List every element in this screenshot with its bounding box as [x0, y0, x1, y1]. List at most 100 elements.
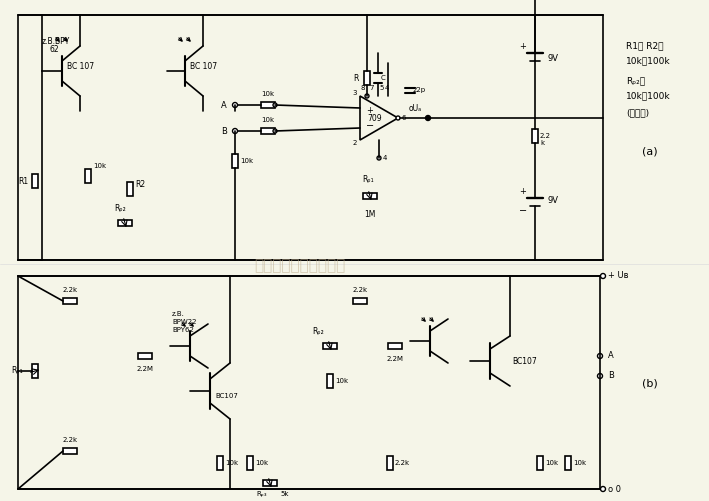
Text: (暗～亮): (暗～亮)	[626, 109, 649, 118]
Text: A: A	[221, 101, 227, 110]
Bar	[63, 448, 77, 454]
Text: 2: 2	[353, 140, 357, 146]
Circle shape	[365, 94, 369, 98]
Text: BC 107: BC 107	[67, 62, 94, 71]
Text: 10k: 10k	[225, 460, 238, 466]
Bar	[353, 298, 367, 304]
Text: BC 107: BC 107	[190, 62, 217, 71]
Text: B: B	[608, 372, 614, 380]
Circle shape	[598, 374, 603, 378]
Bar	[388, 343, 402, 349]
Text: 8: 8	[361, 85, 365, 91]
Bar	[217, 456, 223, 470]
Text: z.B.BPY: z.B.BPY	[42, 37, 70, 46]
Text: 1M: 1M	[364, 210, 376, 219]
Text: oUₐ: oUₐ	[408, 104, 422, 113]
Text: +: +	[520, 42, 527, 51]
Bar	[387, 456, 393, 470]
Circle shape	[601, 486, 605, 491]
Text: 4: 4	[385, 85, 389, 91]
Text: 5: 5	[380, 85, 384, 91]
Text: 2.2M: 2.2M	[386, 356, 403, 362]
Text: +: +	[367, 106, 374, 115]
Bar	[537, 456, 543, 470]
Text: −: −	[519, 206, 527, 216]
Text: 杭州将督科技有限公司: 杭州将督科技有限公司	[255, 259, 345, 274]
Text: B: B	[221, 126, 227, 135]
Text: 4: 4	[383, 155, 387, 161]
Bar	[323, 343, 337, 349]
Text: z.B.: z.B.	[172, 311, 185, 317]
Text: 2.2k: 2.2k	[62, 437, 77, 443]
Text: 22p: 22p	[413, 87, 426, 93]
Text: Rₚ₂：: Rₚ₂：	[626, 77, 645, 86]
Bar	[263, 480, 277, 486]
Text: BC107: BC107	[512, 357, 537, 366]
Text: k: k	[540, 140, 544, 146]
Text: BC107: BC107	[215, 393, 238, 399]
Text: 10k～100k: 10k～100k	[626, 92, 671, 101]
Text: A: A	[608, 352, 614, 361]
Text: (a): (a)	[642, 146, 658, 156]
Text: 10k～100k: 10k～100k	[626, 57, 671, 66]
Text: Rₚ₃: Rₚ₃	[257, 491, 267, 497]
Text: 10k: 10k	[240, 158, 253, 164]
Text: Rₚ₂: Rₚ₂	[312, 327, 324, 336]
Bar	[85, 169, 91, 183]
Circle shape	[396, 116, 400, 120]
Bar	[327, 374, 333, 388]
Bar	[232, 154, 238, 168]
Text: 62: 62	[50, 45, 60, 54]
Circle shape	[425, 116, 430, 121]
Circle shape	[273, 129, 277, 133]
Text: 5k: 5k	[280, 491, 289, 497]
Text: BPY62: BPY62	[172, 327, 194, 333]
Circle shape	[598, 354, 603, 359]
Text: 709: 709	[368, 114, 382, 123]
Bar	[364, 71, 370, 85]
Text: +: +	[520, 187, 527, 196]
Text: 10k: 10k	[262, 91, 274, 97]
Text: 2.2k: 2.2k	[62, 287, 77, 293]
Text: 7: 7	[370, 85, 374, 91]
Bar	[138, 353, 152, 359]
Text: Rₚ₂: Rₚ₂	[114, 204, 126, 213]
Text: Rₚ₁: Rₚ₁	[11, 367, 23, 376]
Circle shape	[601, 274, 605, 279]
Text: BPW22: BPW22	[172, 319, 196, 325]
Text: 2.2M: 2.2M	[137, 366, 154, 372]
Circle shape	[377, 156, 381, 160]
Bar	[32, 174, 38, 188]
Text: o 0: o 0	[608, 484, 621, 493]
Bar	[363, 193, 377, 199]
Text: R1: R1	[18, 176, 28, 185]
Text: C: C	[381, 75, 386, 81]
Text: + Uʙ: + Uʙ	[608, 272, 628, 281]
Text: 10k: 10k	[93, 163, 106, 169]
Text: 6: 6	[401, 115, 406, 121]
Bar	[532, 129, 538, 143]
Text: Rₚ₁: Rₚ₁	[362, 175, 374, 184]
Text: R2: R2	[135, 179, 145, 188]
Text: 2.2k: 2.2k	[352, 287, 367, 293]
Text: 10k: 10k	[545, 460, 558, 466]
Bar	[118, 220, 132, 226]
Circle shape	[233, 128, 238, 133]
Text: 2.2: 2.2	[540, 133, 551, 139]
Text: 10k: 10k	[255, 460, 268, 466]
Bar	[127, 182, 133, 196]
Bar	[261, 128, 275, 134]
Circle shape	[233, 103, 238, 108]
Text: −: −	[366, 121, 374, 131]
Text: R1； R2；: R1； R2；	[626, 42, 664, 51]
Text: 2.2k: 2.2k	[395, 460, 410, 466]
Bar	[63, 298, 77, 304]
Bar	[261, 102, 275, 108]
Text: R: R	[354, 74, 359, 83]
Text: 9V: 9V	[547, 54, 558, 63]
Circle shape	[273, 103, 277, 107]
Text: 9V: 9V	[547, 195, 558, 204]
Bar	[247, 456, 253, 470]
Text: (b): (b)	[642, 378, 658, 388]
Bar	[32, 364, 38, 378]
